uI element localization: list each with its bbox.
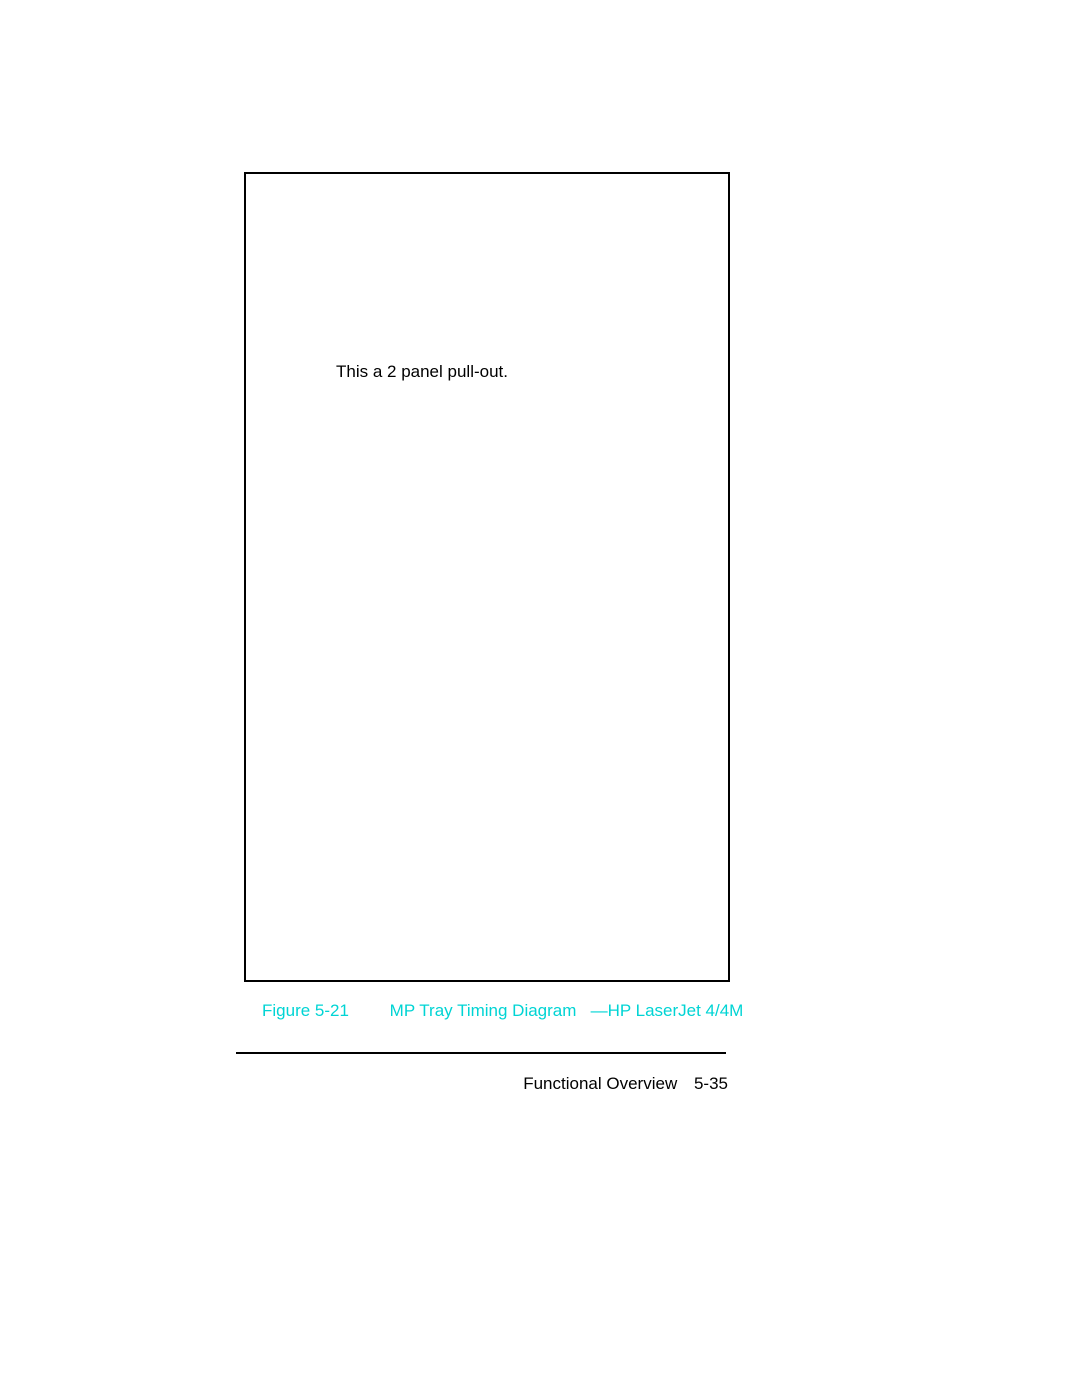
page-container: This a 2 panel pull-out. Figure 5-21 MP … — [0, 0, 1080, 1397]
figure-caption-label: Figure 5-21 — [262, 1001, 349, 1021]
figure-box: This a 2 panel pull-out. — [244, 172, 730, 982]
figure-caption-title: MP Tray Timing Diagram —HP LaserJet 4/4M — [390, 1001, 744, 1021]
em-dash-icon: — — [591, 1001, 608, 1020]
footer-section-name: Functional Overview — [523, 1074, 677, 1093]
figure-caption-title-prefix: MP Tray Timing Diagram — [390, 1001, 577, 1020]
footer-text: Functional Overview 5-35 — [523, 1074, 728, 1094]
figure-caption-title-suffix: HP LaserJet 4/4M — [608, 1001, 744, 1020]
footer-page-number: 5-35 — [694, 1074, 728, 1093]
figure-placeholder-text: This a 2 panel pull-out. — [336, 362, 508, 382]
figure-caption: Figure 5-21 MP Tray Timing Diagram —HP L… — [262, 1001, 743, 1021]
footer-divider — [236, 1052, 726, 1054]
